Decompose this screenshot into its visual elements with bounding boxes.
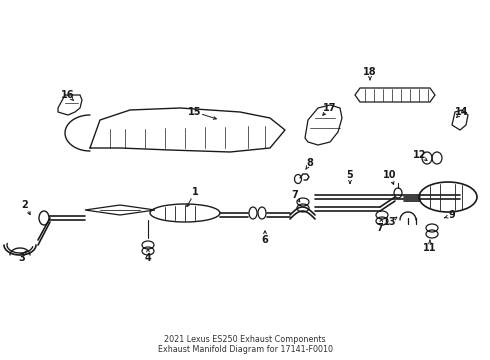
Text: Exhaust Manifold Diagram for 17141-F0010: Exhaust Manifold Diagram for 17141-F0010: [157, 346, 333, 355]
Text: 13: 13: [383, 217, 397, 227]
Text: 7: 7: [377, 223, 383, 233]
Text: 6: 6: [262, 235, 269, 245]
Text: 17: 17: [323, 103, 337, 113]
Text: 3: 3: [19, 253, 25, 263]
Text: 9: 9: [449, 210, 455, 220]
Text: 15: 15: [188, 107, 202, 117]
Text: 11: 11: [423, 243, 437, 253]
Text: 16: 16: [61, 90, 75, 100]
Text: 5: 5: [346, 170, 353, 180]
Text: 4: 4: [145, 253, 151, 263]
Text: 2021 Lexus ES250 Exhaust Components: 2021 Lexus ES250 Exhaust Components: [164, 336, 326, 345]
Text: 10: 10: [383, 170, 397, 180]
Text: 12: 12: [413, 150, 427, 160]
Text: 1: 1: [192, 187, 198, 197]
Text: 7: 7: [292, 190, 298, 200]
Text: 2: 2: [22, 200, 28, 210]
Text: 18: 18: [363, 67, 377, 77]
Text: 8: 8: [307, 158, 314, 168]
Text: 14: 14: [455, 107, 469, 117]
